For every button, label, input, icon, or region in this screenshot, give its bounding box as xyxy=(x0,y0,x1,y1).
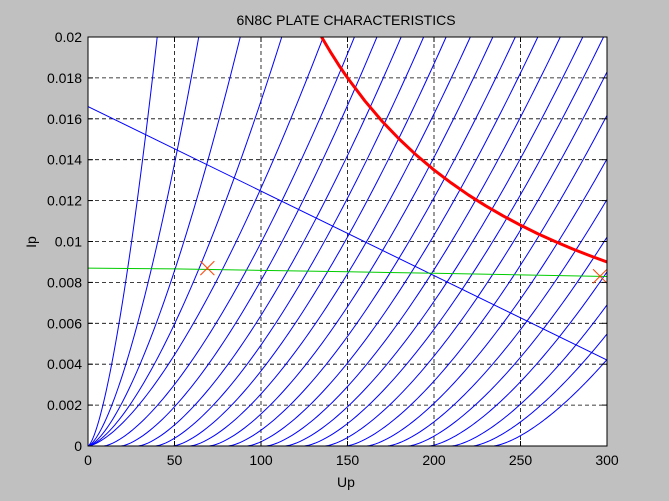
plate-curve xyxy=(88,37,584,446)
plate-curve xyxy=(88,37,561,446)
plate-curve xyxy=(88,333,607,446)
plate-curve xyxy=(88,71,607,446)
y-tick-label: 0.02 xyxy=(55,29,82,45)
plate-curve xyxy=(88,37,241,446)
plate-curve xyxy=(88,359,607,446)
y-ticks: 0 0.002 0.004 0.006 0.008 0.01 0.012 0.014 0.016… xyxy=(47,29,607,454)
y-tick-label: 0.002 xyxy=(47,397,82,413)
x-ticks: 0 50 100 150 200 250 300 xyxy=(84,37,619,468)
plate-curve xyxy=(88,37,378,446)
plate-curve xyxy=(88,37,447,446)
max-dissipation-curve xyxy=(320,37,607,264)
x-tick-label: 50 xyxy=(167,452,183,468)
plate-curve xyxy=(88,37,355,446)
y-tick-label: 0.012 xyxy=(47,193,82,209)
y-tick-label: 0.008 xyxy=(47,274,82,290)
plate-curve xyxy=(88,37,402,446)
plate-curve xyxy=(88,37,425,446)
x-axis-label: Up xyxy=(337,474,355,490)
load-line-curve xyxy=(88,106,607,361)
plate-curve xyxy=(88,37,283,446)
operating-point-marker xyxy=(200,260,215,276)
plate-curve xyxy=(88,37,516,446)
plate-curve xyxy=(88,37,539,446)
plate-curve xyxy=(88,37,604,446)
plate-curve xyxy=(88,199,607,446)
x-tick-label: 300 xyxy=(595,452,619,468)
plate-curve xyxy=(88,271,607,446)
y-axis-label: Ip xyxy=(23,236,39,248)
x-tick-label: 250 xyxy=(509,452,533,468)
plate-curve xyxy=(88,37,494,446)
x-tick-label: 0 xyxy=(84,452,92,468)
y-tick-label: 0.006 xyxy=(47,315,82,331)
plate-curve xyxy=(88,236,607,446)
y-tick-label: 0 xyxy=(74,438,82,454)
plate-curve xyxy=(88,158,607,446)
y-tick-label: 0.014 xyxy=(47,152,82,168)
plot-clip-group xyxy=(88,37,607,446)
plate-curve xyxy=(88,37,471,446)
marker-stroke xyxy=(592,268,607,284)
plate-curve xyxy=(88,37,324,446)
x-tick-label: 100 xyxy=(249,452,273,468)
y-tick-label: 0.01 xyxy=(55,234,82,250)
plate-curve xyxy=(88,304,607,446)
x-tick-label: 200 xyxy=(422,452,446,468)
y-tick-label: 0.016 xyxy=(47,111,82,127)
bias-line-curve xyxy=(88,267,607,277)
chart-title: 6N8C PLATE CHARACTERISTICS xyxy=(236,12,455,28)
marker-stroke xyxy=(200,260,215,276)
x-tick-label: 150 xyxy=(336,452,360,468)
y-tick-label: 0.004 xyxy=(47,356,82,372)
plate-curve xyxy=(88,115,607,446)
y-tick-label: 0.018 xyxy=(47,70,82,86)
operating-point-marker xyxy=(592,268,607,284)
plot-content xyxy=(88,37,607,446)
plate-curve xyxy=(88,37,200,446)
